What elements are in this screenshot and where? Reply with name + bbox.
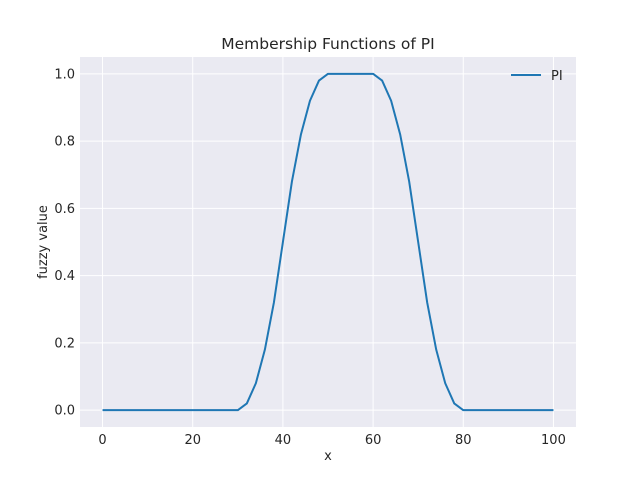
y-tick-label: 0.0 (54, 404, 75, 419)
x-tick-label: 20 (184, 433, 201, 448)
legend: PI (511, 69, 563, 84)
chart-title: Membership Functions of PI (221, 35, 434, 53)
x-axis-label: x (324, 449, 332, 464)
series-line-pi (102, 72, 554, 412)
x-tick-label: 100 (541, 433, 566, 448)
y-axis-label: fuzzy value (36, 205, 51, 279)
y-axis-ticks: 0.0 0.2 0.4 0.6 0.8 1.0 (54, 67, 75, 418)
y-tick-label: 0.4 (54, 269, 75, 284)
y-tick-label: 0.6 (54, 202, 75, 217)
x-tick-label: 40 (275, 433, 292, 448)
x-axis-ticks: 0 20 40 60 80 100 (98, 433, 565, 448)
x-tick-label: 60 (365, 433, 382, 448)
y-tick-label: 1.0 (54, 67, 75, 82)
plot-area (80, 57, 576, 427)
y-tick-label: 0.8 (54, 135, 75, 150)
y-tick-label: 0.2 (54, 336, 75, 351)
legend-label-pi: PI (551, 69, 563, 84)
x-tick-label: 80 (455, 433, 472, 448)
series-layer (102, 72, 554, 412)
x-tick-label: 0 (98, 433, 106, 448)
